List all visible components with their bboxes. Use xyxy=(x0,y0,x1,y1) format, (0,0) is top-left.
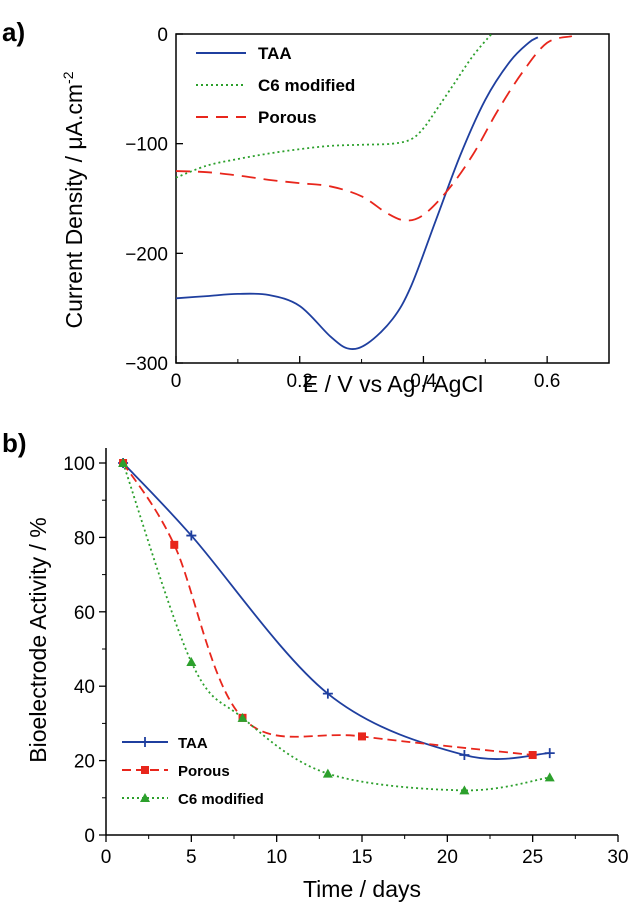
panel-b-point-taa xyxy=(186,530,197,541)
panel-b-x-tick-label: 5 xyxy=(186,847,197,868)
panel-b-point-c6-modified xyxy=(237,712,248,722)
legend-a-c6-label: C6 modified xyxy=(258,76,355,95)
panel-b-x-tick-label: 25 xyxy=(522,847,543,868)
panel-b-point-taa xyxy=(459,750,470,761)
panel-b-x-tick-label: 15 xyxy=(351,847,372,868)
panel-b-chart: b) 0 5 10 15 20 25 30 0 20 40 60 80 100 TAA Porous C… xyxy=(2,428,629,902)
panel-b-y-axis-title: Bioelectrode Activity / % xyxy=(25,517,51,762)
panel-a-y-tick-label: −300 xyxy=(125,354,168,375)
legend-b-c6-label: C6 modified xyxy=(178,791,264,808)
panel-b-x-tick-label: 20 xyxy=(437,847,458,868)
panel-b-y-tick-label: 0 xyxy=(84,826,95,847)
panel-b-y-tick-label: 100 xyxy=(63,454,95,475)
legend-b-porous-label: Porous xyxy=(178,763,230,780)
panel-b-label: b) xyxy=(2,428,27,458)
panel-b-x-axis-title: Time / days xyxy=(303,876,421,902)
panel-b-point-c6-modified xyxy=(118,458,129,467)
panel-b-point-taa xyxy=(322,688,333,699)
panel-b-x-tick-label: 10 xyxy=(266,847,287,868)
panel-a-y-tick-label: 0 xyxy=(157,25,168,46)
panel-b-y-tick-label: 60 xyxy=(74,603,95,624)
panel-b-point-c6-modified xyxy=(186,657,197,667)
panel-a-ticks: 0 0.2 0.4 0.6 0 −100 −200 −300 xyxy=(125,25,560,392)
panel-a-series-line-porous xyxy=(175,35,573,222)
panel-b-point-c6-modified xyxy=(322,768,333,778)
panel-b-point-c6-modified xyxy=(544,772,555,782)
panel-a-y-tick-label: −100 xyxy=(125,135,168,156)
panel-a-label: a) xyxy=(2,17,25,47)
panel-a-x-tick-label: 0.6 xyxy=(534,371,560,392)
legend-b-taa-label: TAA xyxy=(178,735,208,752)
panel-b-point-porous xyxy=(528,751,537,760)
panel-a-x-tick-label: 0.2 xyxy=(287,371,313,392)
panel-b-point-porous xyxy=(358,732,366,741)
panel-a-series-line-taa xyxy=(175,36,539,350)
panel-b-ticks: 0 5 10 15 20 25 30 0 20 40 60 80 100 xyxy=(63,454,628,868)
panel-a-y-axis-title-main: Current Density / μA.cm xyxy=(61,84,87,329)
legend-a-porous-label: Porous xyxy=(258,108,317,127)
panel-a-x-tick-label: 0 xyxy=(171,371,182,392)
panel-b-legend: TAA Porous C6 modified xyxy=(122,735,264,808)
panel-b-point-taa xyxy=(544,748,555,759)
panel-b-series-line-taa xyxy=(122,462,550,760)
panel-b-y-tick-label: 80 xyxy=(74,528,95,549)
legend-b-c6-marker xyxy=(140,793,150,802)
panel-a-chart: a) 0 0.2 0.4 0.6 0 −100 −200 −300 TAA C6 modifi… xyxy=(2,17,610,397)
legend-b-porous-marker xyxy=(141,766,149,774)
panel-b-point-porous xyxy=(170,540,179,549)
panel-a-x-axis-title: E / V vs Ag / AgCl xyxy=(303,371,483,397)
legend-b-taa-marker xyxy=(140,737,150,747)
panel-b-markers xyxy=(118,458,555,795)
panel-a-legend: TAA C6 modified Porous xyxy=(196,44,355,127)
panel-b-point-c6-modified xyxy=(459,785,470,795)
panel-b-x-tick-label: 30 xyxy=(607,847,628,868)
panel-a-x-tick-label: 0.4 xyxy=(410,371,437,392)
panel-a-series-lines xyxy=(175,33,573,350)
panel-a-y-axis-title-superscript: -2 xyxy=(60,71,76,84)
panel-a-series-line-c6-modified xyxy=(175,33,493,179)
panel-a-y-tick-label: −200 xyxy=(125,244,168,265)
panel-b-y-tick-label: 40 xyxy=(74,677,95,698)
panel-b-y-tick-label: 20 xyxy=(74,752,95,773)
panel-b-series-line-porous xyxy=(122,462,533,756)
legend-a-taa-label: TAA xyxy=(258,44,292,63)
panel-a-y-axis-title: Current Density / μA.cm-2 xyxy=(60,71,87,328)
panel-b-x-tick-label: 0 xyxy=(101,847,112,868)
panel-a-plot-frame xyxy=(175,33,610,364)
